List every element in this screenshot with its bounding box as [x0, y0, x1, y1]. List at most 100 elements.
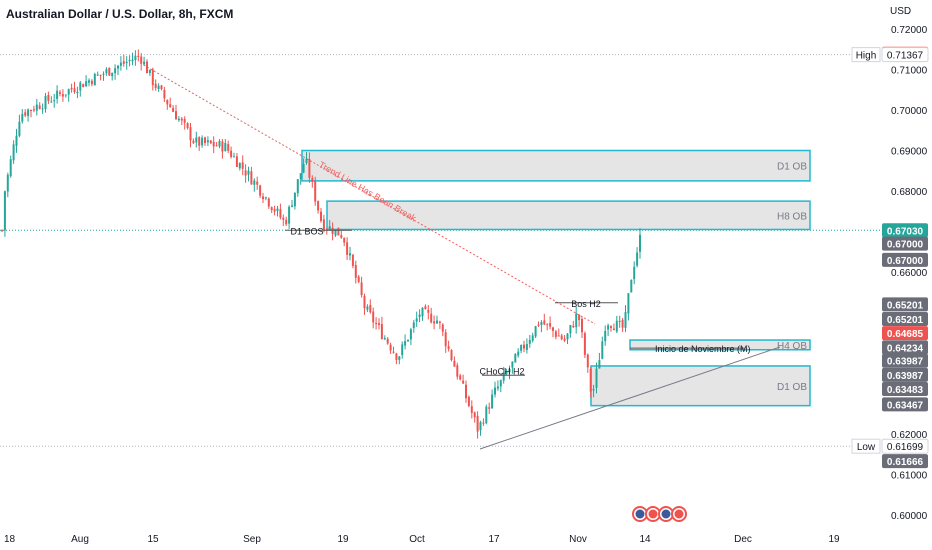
- candle[interactable]: [148, 69, 151, 76]
- candle[interactable]: [473, 411, 476, 423]
- candle[interactable]: [59, 89, 61, 97]
- candle[interactable]: [537, 321, 540, 328]
- candle[interactable]: [531, 332, 534, 343]
- candle[interactable]: [201, 135, 204, 148]
- candle[interactable]: [6, 172, 9, 198]
- candle[interactable]: [1, 229, 3, 233]
- candle[interactable]: [308, 152, 311, 183]
- candle[interactable]: [467, 395, 470, 408]
- candle[interactable]: [314, 176, 317, 206]
- candle[interactable]: [325, 227, 328, 235]
- candle[interactable]: [114, 64, 117, 80]
- candle[interactable]: [27, 108, 30, 122]
- candle[interactable]: [546, 323, 549, 331]
- candle[interactable]: [343, 237, 346, 247]
- candle[interactable]: [462, 374, 465, 384]
- candle[interactable]: [35, 99, 38, 116]
- candle[interactable]: [53, 93, 56, 108]
- candle[interactable]: [293, 192, 296, 210]
- candle[interactable]: [563, 334, 566, 343]
- candle[interactable]: [476, 411, 479, 439]
- candle[interactable]: [366, 304, 369, 313]
- candle[interactable]: [554, 329, 557, 340]
- candle[interactable]: [624, 305, 627, 333]
- candle[interactable]: [441, 323, 444, 337]
- candle[interactable]: [125, 56, 128, 70]
- candle[interactable]: [76, 86, 79, 99]
- candle[interactable]: [108, 67, 111, 76]
- candle[interactable]: [233, 152, 235, 158]
- candle[interactable]: [328, 220, 331, 231]
- candle[interactable]: [93, 72, 96, 86]
- candle[interactable]: [424, 304, 427, 310]
- candle[interactable]: [549, 316, 552, 330]
- candle[interactable]: [615, 315, 618, 334]
- candle[interactable]: [494, 381, 496, 398]
- candle[interactable]: [317, 200, 320, 214]
- candle[interactable]: [204, 136, 206, 146]
- candle[interactable]: [221, 138, 224, 159]
- candle[interactable]: [465, 380, 467, 403]
- candle[interactable]: [427, 305, 430, 320]
- candle[interactable]: [514, 353, 517, 363]
- candle[interactable]: [166, 99, 169, 110]
- candle[interactable]: [146, 59, 148, 74]
- candle[interactable]: [276, 205, 279, 217]
- economic-event-flag-icon[interactable]: [658, 506, 674, 522]
- candle[interactable]: [151, 67, 154, 91]
- candle[interactable]: [386, 337, 389, 345]
- candle[interactable]: [586, 353, 589, 373]
- candle[interactable]: [82, 83, 85, 88]
- candle[interactable]: [488, 402, 491, 414]
- candle[interactable]: [302, 158, 305, 174]
- candle[interactable]: [299, 173, 302, 185]
- candle[interactable]: [70, 83, 73, 93]
- candle[interactable]: [154, 79, 157, 91]
- candle[interactable]: [44, 92, 47, 113]
- candle[interactable]: [409, 327, 412, 346]
- candle[interactable]: [122, 54, 125, 67]
- candle[interactable]: [9, 155, 12, 178]
- candle[interactable]: [247, 166, 250, 182]
- candle[interactable]: [412, 319, 415, 333]
- candle[interactable]: [105, 67, 108, 76]
- candle[interactable]: [227, 140, 230, 154]
- candle[interactable]: [453, 356, 456, 367]
- candle[interactable]: [523, 340, 525, 353]
- candle[interactable]: [575, 306, 578, 334]
- candle[interactable]: [73, 81, 76, 94]
- candle[interactable]: [212, 136, 215, 154]
- candle[interactable]: [447, 340, 450, 352]
- candle[interactable]: [354, 260, 357, 284]
- candle[interactable]: [209, 139, 212, 145]
- candle[interactable]: [259, 184, 262, 199]
- candle[interactable]: [241, 155, 244, 176]
- order-block-zone[interactable]: [326, 200, 811, 231]
- candle[interactable]: [56, 85, 59, 104]
- candle[interactable]: [322, 214, 325, 233]
- candle[interactable]: [337, 227, 340, 236]
- candle[interactable]: [183, 116, 186, 130]
- candle[interactable]: [238, 162, 241, 171]
- candle[interactable]: [102, 71, 105, 81]
- candle[interactable]: [598, 352, 601, 369]
- candle[interactable]: [267, 197, 270, 210]
- candle[interactable]: [459, 373, 462, 381]
- candle[interactable]: [398, 355, 401, 365]
- candle[interactable]: [543, 313, 546, 326]
- candle[interactable]: [189, 123, 192, 148]
- candle[interactable]: [378, 318, 380, 330]
- candle[interactable]: [41, 103, 44, 114]
- candle[interactable]: [528, 334, 531, 348]
- candle[interactable]: [12, 140, 15, 164]
- candle[interactable]: [192, 138, 195, 144]
- candle[interactable]: [15, 128, 18, 153]
- candle[interactable]: [18, 114, 21, 138]
- candle[interactable]: [630, 279, 633, 293]
- candle[interactable]: [525, 338, 528, 354]
- candle[interactable]: [253, 178, 256, 192]
- candle[interactable]: [433, 315, 436, 330]
- candle[interactable]: [32, 105, 35, 113]
- candle[interactable]: [560, 333, 563, 341]
- candle[interactable]: [47, 91, 50, 105]
